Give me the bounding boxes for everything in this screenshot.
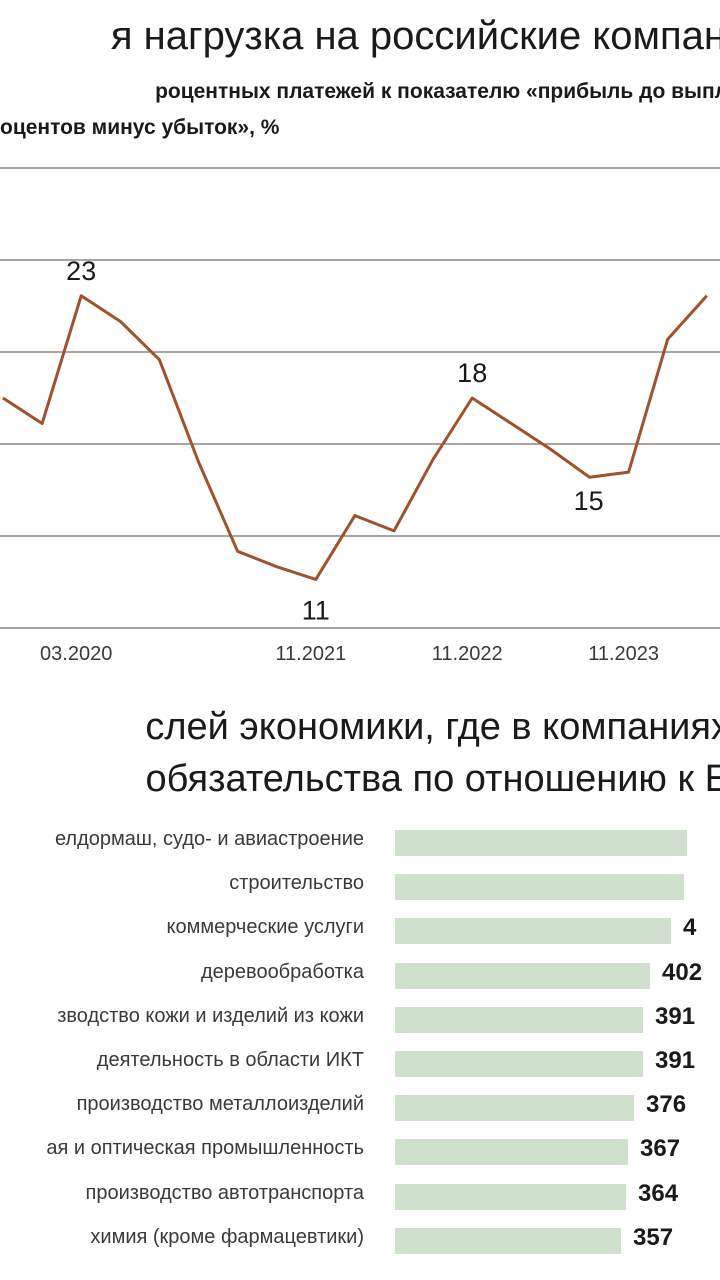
annotation-label: 15	[574, 486, 604, 516]
x-tick-labels: 03.2020 11.2021 11.2022 11.2023	[40, 643, 659, 665]
bar-category-label: производство автотранспорта	[85, 1181, 365, 1204]
bar-category-label: производство металлоизделий	[76, 1093, 364, 1116]
bar-row: коммерческие услуги 4	[0, 910, 720, 954]
bar-value-label: 402	[662, 958, 703, 986]
bar-category-label: елдормаш, судо- и авиастроение	[54, 828, 364, 850]
bar	[395, 1227, 621, 1254]
bar-category-label: химия (кроме фармацевтики)	[90, 1225, 364, 1248]
bar-row: ая и оптическая промышленность 367	[0, 1131, 720, 1175]
bar-value-label: 367	[640, 1135, 681, 1163]
chart1-subtitle-line2: оцентов минус убыток», %	[0, 116, 280, 139]
bar-category-label: ая и оптическая промышленность	[46, 1137, 364, 1160]
grid-lines	[0, 167, 720, 629]
bar-value-label: 391	[655, 1002, 696, 1030]
bar	[395, 918, 671, 945]
x-tick-label: 11.2023	[588, 643, 659, 665]
bar	[395, 1183, 626, 1210]
line-chart: 23 11 18 15 03.2020 11.2021 11.2022 11.2023	[0, 167, 720, 665]
bar-row: химия (кроме фармацевтики) 357	[0, 1220, 720, 1264]
x-tick-label: 03.2020	[40, 643, 112, 665]
bar-value-label: 376	[646, 1091, 687, 1119]
bar-value-label: 4	[683, 914, 697, 942]
series-line-path	[2, 294, 708, 581]
bar-row: елдормаш, судо- и авиастроение	[0, 822, 720, 866]
chart1-title: я нагрузка на российские компан	[110, 14, 720, 58]
bar-row: производство автотранспорта 364	[0, 1176, 720, 1220]
chart2-title-line1: слей экономики, где в компаниях	[145, 706, 720, 748]
bar-value-label: 391	[655, 1047, 696, 1074]
bar-category-label: зводство кожи и изделий из кожи	[57, 1004, 364, 1027]
bar	[395, 1051, 643, 1077]
bar-row: деревообработка 402	[0, 955, 720, 999]
bar-row: деятельность в области ИКТ 391	[0, 1043, 720, 1087]
chart1-subtitle-line1: роцентных платежей к показателю «прибыль…	[155, 80, 720, 103]
annotation-label: 11	[302, 595, 330, 625]
bar-category-label: коммерческие услуги	[166, 916, 364, 939]
bar	[395, 1006, 643, 1033]
bar-category-label: строительство	[229, 872, 364, 895]
bar	[395, 1095, 634, 1122]
bar-row: строительство	[0, 866, 720, 910]
annotation-label: 23	[66, 256, 96, 286]
annotation-label: 18	[457, 358, 487, 388]
bar	[395, 874, 684, 901]
bar-row: производство металлоизделий 376	[0, 1087, 720, 1131]
series-line	[2, 294, 708, 581]
x-tick-label: 11.2022	[432, 643, 503, 665]
chart2-title-line2: обязательства по отношению к E	[145, 758, 720, 800]
bar-value-label: 357	[633, 1223, 674, 1251]
bar-category-label: деятельность в области ИКТ	[96, 1049, 364, 1071]
bar-chart: елдормаш, судо- и авиастроение строительс…	[0, 822, 720, 1272]
bar-category-label: деревообработка	[201, 960, 364, 983]
bar	[395, 1139, 628, 1166]
x-tick-label: 11.2021	[275, 643, 346, 665]
bar-value-label: 364	[638, 1179, 679, 1207]
bar	[395, 962, 650, 989]
bar	[395, 830, 687, 856]
annotation-labels: 23 11 18 15	[66, 256, 603, 626]
bar-row: зводство кожи и изделий из кожи 391	[0, 999, 720, 1043]
